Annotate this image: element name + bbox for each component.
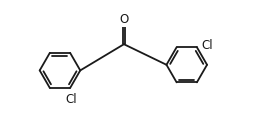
Text: O: O [119,13,128,26]
Text: Cl: Cl [66,93,77,106]
Text: Cl: Cl [201,39,213,52]
